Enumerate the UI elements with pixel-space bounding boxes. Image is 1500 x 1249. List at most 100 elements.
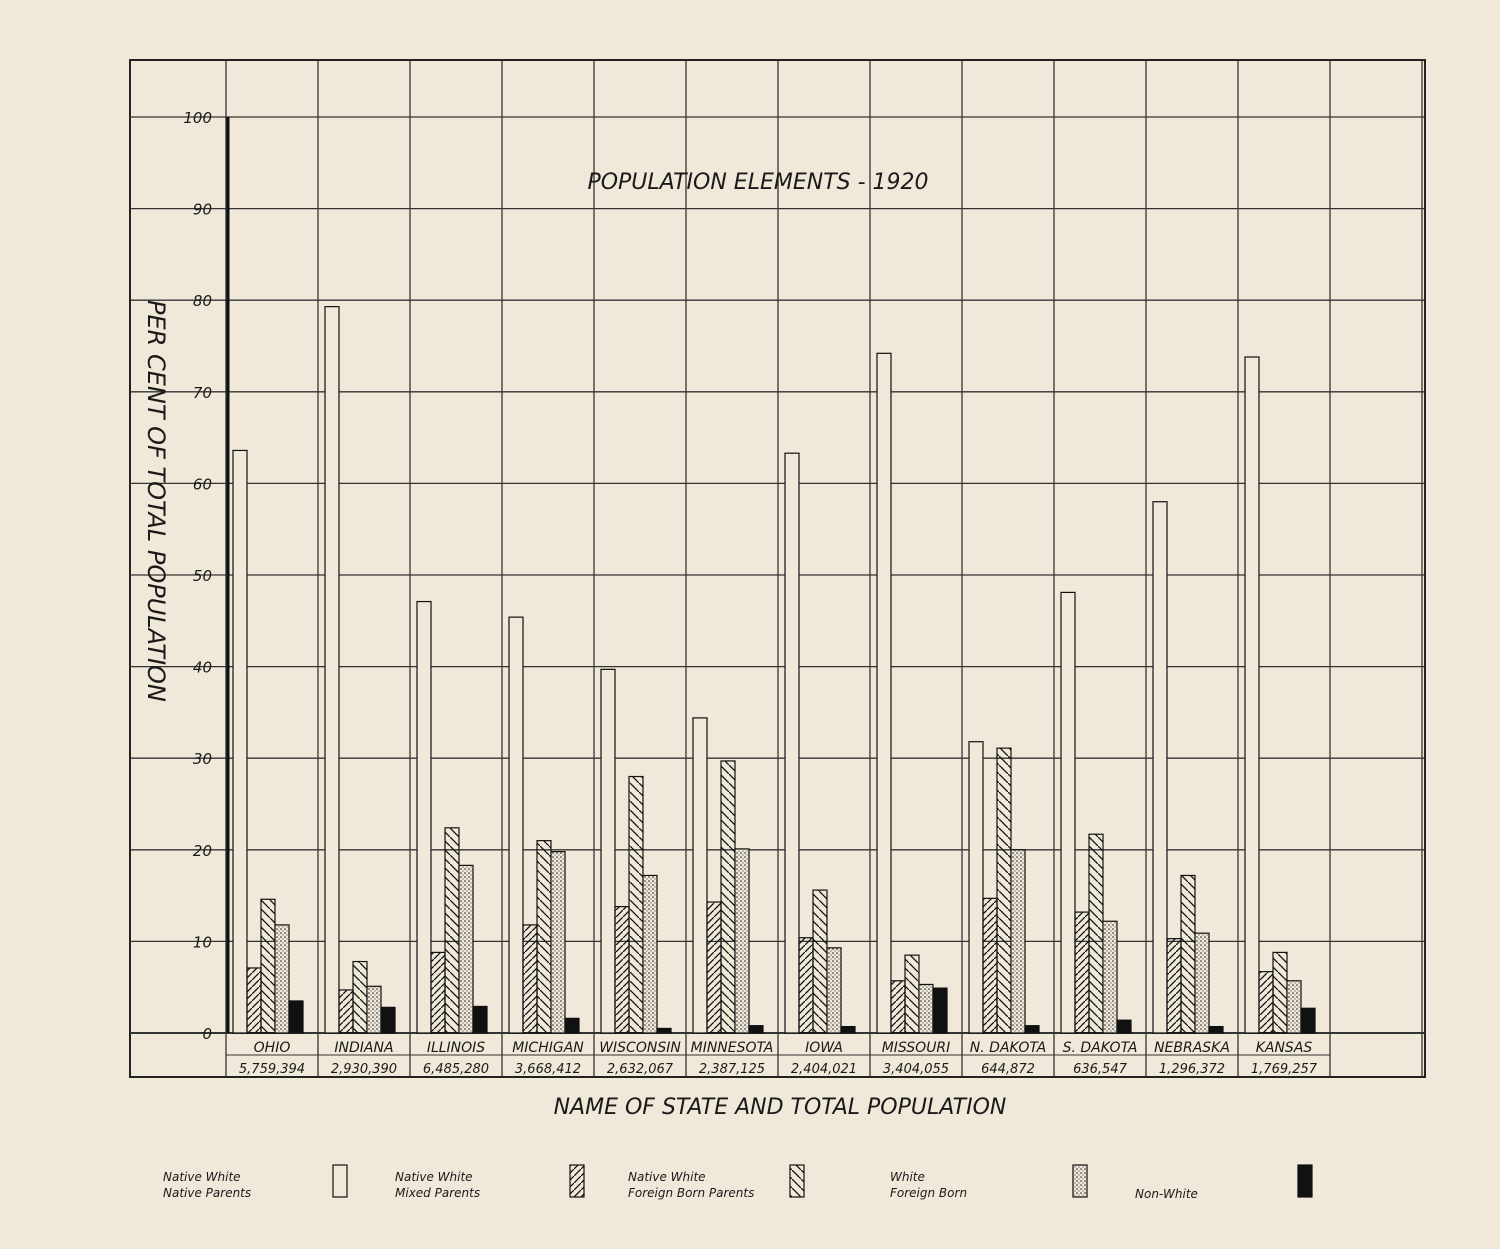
y-tick-label: 60 (193, 475, 212, 493)
population-label: 2,387,125 (699, 1062, 765, 1077)
bar-diag-left (628, 775, 644, 1034)
x-tick-label: S. DAKOTA (1063, 1040, 1138, 1056)
legend-label: Native Parents (163, 1186, 251, 1200)
x-tick-label: ILLINOIS (427, 1040, 485, 1056)
bar-blank (600, 668, 616, 1034)
bar-diag-right (798, 937, 814, 1034)
population-label: 636,547 (1073, 1062, 1127, 1077)
legend-label: Mixed Parents (395, 1186, 480, 1200)
bar-diag-left (720, 760, 736, 1034)
bar-diag-right (982, 897, 998, 1034)
bar-dots (734, 848, 750, 1034)
bar-diag-left (996, 747, 1012, 1034)
bar-blank (692, 717, 708, 1034)
bar-dots (918, 983, 934, 1034)
bar-solid (1116, 1019, 1132, 1034)
bar-blank (324, 306, 340, 1034)
population-label: 644,872 (981, 1062, 1035, 1077)
legend-label: Non-White (1135, 1187, 1198, 1201)
bar-dots (550, 851, 566, 1034)
legend-swatch-solid (1297, 1164, 1313, 1198)
bar-diag-right (338, 989, 354, 1034)
x-tick-label: MICHIGAN (512, 1040, 584, 1056)
x-axis-label: NAME OF STATE AND TOTAL POPULATION (554, 1095, 1007, 1120)
bar-dots (642, 874, 658, 1034)
population-label: 5,759,394 (239, 1062, 305, 1077)
bar-solid (288, 1000, 304, 1034)
population-label: 3,668,412 (515, 1062, 581, 1077)
bars (232, 306, 1316, 1034)
x-tick-label: NEBRASKA (1154, 1040, 1230, 1056)
chart-title: POPULATION ELEMENTS - 1920 (587, 170, 928, 195)
y-tick-label: 50 (193, 567, 212, 585)
bar-blank (416, 600, 432, 1034)
legend-swatch-dots (1072, 1164, 1088, 1198)
bar-blank (508, 616, 524, 1034)
legend-label: White (890, 1170, 925, 1184)
bar-blank (232, 449, 248, 1034)
bar-blank (876, 352, 892, 1034)
bar-dots (458, 864, 474, 1034)
bar-diag-right (1258, 971, 1274, 1034)
legend: Native White Native Parents Native White Mi… (163, 1164, 1313, 1201)
population-label: 1,769,257 (1251, 1062, 1318, 1077)
legend-label: Native White (163, 1170, 241, 1184)
bar-dots (1102, 920, 1118, 1034)
legend-label: Native White (395, 1170, 473, 1184)
bar-dots (274, 924, 290, 1034)
y-tick-label: 80 (193, 292, 212, 310)
population-label: 2,632,067 (607, 1062, 674, 1077)
y-tick-label: 30 (193, 750, 212, 768)
bar-diag-left (812, 889, 828, 1034)
x-tick-label: MINNESOTA (691, 1040, 774, 1056)
bar-diag-left (1088, 833, 1104, 1034)
population-label: 2,930,390 (331, 1062, 397, 1077)
bar-diag-left (1272, 951, 1288, 1034)
bar-diag-left (260, 898, 276, 1034)
bar-diag-right (430, 951, 446, 1034)
population-label: 6,485,280 (423, 1062, 489, 1077)
bar-diag-left (904, 954, 920, 1034)
bar-diag-left (1180, 874, 1196, 1034)
population-label: 3,404,055 (883, 1062, 949, 1077)
bar-diag-left (444, 827, 460, 1034)
x-tick-label: KANSAS (1256, 1040, 1313, 1056)
bar-solid (1024, 1025, 1040, 1034)
bar-diag-right (1074, 911, 1090, 1034)
legend-label: Foreign Born Parents (628, 1186, 754, 1200)
population-label: 2,404,021 (791, 1062, 857, 1077)
bar-dots (826, 947, 842, 1034)
bar-diag-left (352, 960, 368, 1034)
x-tick-label: WISCONSIN (599, 1040, 681, 1056)
y-tick-label: 40 (193, 659, 212, 677)
bar-diag-right (614, 905, 630, 1034)
bar-solid (1208, 1025, 1224, 1034)
labels: POPULATION ELEMENTS - 1920 NAME OF STATE… (142, 109, 1318, 1120)
y-tick-label: 70 (193, 384, 212, 402)
grid (129, 59, 1426, 1078)
bar-dots (1286, 980, 1302, 1034)
bar-solid (840, 1025, 856, 1034)
bar-solid (1300, 1007, 1316, 1034)
bar-blank (1152, 501, 1168, 1034)
bar-solid (748, 1025, 764, 1034)
y-tick-label: 20 (193, 842, 212, 860)
legend-label: Native White (628, 1170, 706, 1184)
x-tick-label: N. DAKOTA (970, 1040, 1046, 1056)
bar-solid (564, 1017, 580, 1034)
bar-dots (1010, 849, 1026, 1034)
x-tick-label: OHIO (254, 1040, 291, 1056)
y-tick-label: 90 (193, 201, 212, 219)
y-tick-label: 10 (193, 933, 212, 951)
bar-blank (968, 741, 984, 1034)
bar-diag-right (890, 980, 906, 1034)
population-label: 1,296,372 (1159, 1062, 1225, 1077)
bar-solid (380, 1006, 396, 1034)
bar-diag-right (1166, 938, 1182, 1034)
bar-dots (366, 985, 382, 1034)
bar-solid (656, 1027, 672, 1034)
legend-label: Foreign Born (890, 1186, 967, 1200)
bar-blank (1244, 356, 1260, 1034)
y-axis-label: PER CENT OF TOTAL POPULATION (142, 300, 170, 702)
x-tick-label: MISSOURI (882, 1040, 951, 1056)
